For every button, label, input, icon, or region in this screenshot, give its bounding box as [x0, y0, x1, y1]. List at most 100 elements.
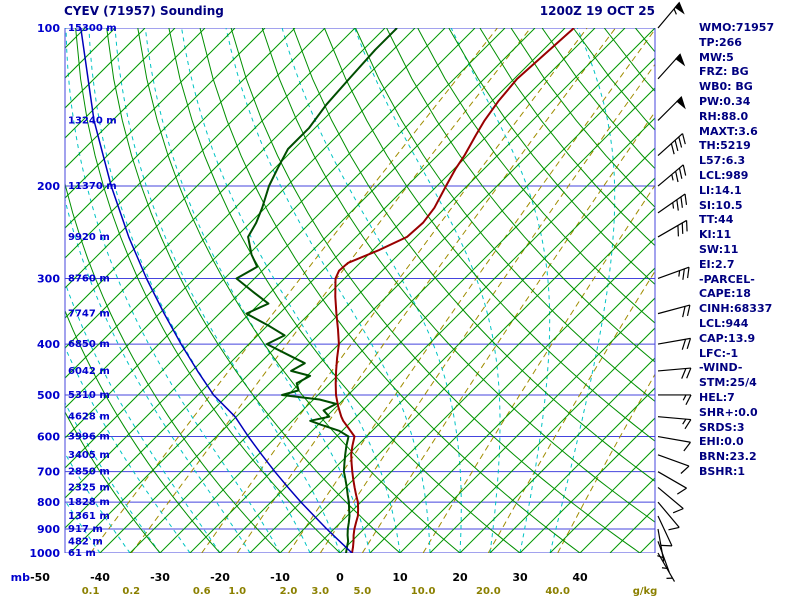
pressure-unit-label: mb: [11, 571, 30, 584]
mixing-ratio-label: 10.0: [411, 586, 436, 597]
mixing-ratio-label: 0.6: [193, 586, 211, 597]
dry-adiabat-line: [168, 28, 521, 553]
isotherm-line: [189, 87, 655, 553]
index-line: FRZ: BG: [699, 65, 749, 79]
isotherm-line: [65, 28, 176, 139]
background-grid: [65, 28, 655, 553]
dry-adiabat-line: [65, 410, 161, 553]
index-line: TT:44: [699, 213, 734, 227]
wind-barb: [657, 367, 692, 379]
wind-barb: [657, 95, 686, 121]
temp-axis-label: 20: [452, 571, 468, 584]
mixing-ratio-label: 5.0: [353, 586, 371, 597]
pressure-label: 300: [37, 272, 60, 285]
mixing-ratio-line: [90, 28, 498, 553]
index-line: PW:0.34: [699, 94, 751, 108]
isotherm-line: [65, 28, 506, 469]
height-label: 3405 m: [68, 450, 110, 461]
height-label: 7747 m: [68, 309, 110, 320]
moist-adiabat-line: [65, 401, 161, 553]
wind-barb: [657, 454, 690, 474]
profile-traces: [80, 28, 575, 553]
index-line: L57:6.3: [699, 154, 746, 168]
index-line: WMO:71957: [699, 21, 775, 34]
temp-axis-label: -10: [270, 571, 290, 584]
isotherm-line: [369, 267, 655, 553]
height-label: 2325 m: [68, 482, 110, 493]
wind-barb: [657, 266, 690, 280]
moist-adiabat-line: [65, 197, 251, 553]
index-line: EI:2.7: [699, 257, 735, 271]
height-label: 13240 m: [68, 115, 117, 126]
wind-barb: [657, 501, 680, 531]
dry-adiabat-line: [199, 28, 581, 553]
isotherm-line: [219, 117, 655, 553]
wind-barb: [657, 416, 692, 430]
isotherm-line: [65, 28, 566, 529]
isotherm-line: [65, 28, 266, 229]
moist-adiabat-line: [181, 28, 401, 553]
isotherm-line: [65, 28, 386, 349]
temperature-trace: [334, 28, 575, 553]
indices-panel: WMO:71957 TP:266 MW:5 FRZ: BG WB0: BG PW:0.34…: [699, 21, 774, 480]
pressure-label: 500: [37, 389, 60, 402]
index-line: HEL:7: [699, 390, 735, 404]
index-line: -PARCEL-: [699, 272, 755, 286]
plot-frame: [64, 28, 656, 553]
isotherm-line: [65, 28, 206, 169]
wind-barb: [657, 471, 687, 495]
index-line: SI:10.5: [699, 198, 743, 212]
wind-barb: [657, 133, 686, 157]
dry-adiabat-line: [479, 28, 655, 247]
wind-barb: [657, 1, 685, 29]
mixing-ratio-line: [201, 28, 588, 553]
isotherm-line: [249, 147, 655, 553]
moist-adiabat-line: [65, 346, 191, 553]
dry-adiabat-line: [386, 28, 655, 363]
wind-barb: [657, 193, 688, 214]
temp-axis-label: -30: [150, 571, 170, 584]
height-label: 8760 m: [68, 273, 110, 284]
index-line: LFC:-1: [699, 346, 739, 360]
isotherm-line: [65, 28, 236, 199]
mixing-ratio-line: [319, 63, 655, 553]
isotherm-line: [399, 297, 655, 553]
isotherm-line: [339, 237, 655, 553]
dry-adiabat-line: [106, 28, 401, 553]
dry-adiabat-line: [230, 28, 641, 553]
isotherm-line: [99, 28, 626, 553]
isotherm-line: [129, 28, 655, 553]
dry-adiabat-line: [137, 28, 461, 553]
height-label: 15300 m: [68, 23, 117, 34]
temp-axis-label: 10: [392, 571, 408, 584]
pressure-label: 1000: [29, 547, 60, 560]
index-line: RH:88.0: [699, 109, 749, 123]
temp-axis-label: 0: [336, 571, 344, 584]
isotherm-line: [309, 207, 655, 553]
wind-barb: [657, 541, 670, 573]
dry-adiabat-line: [355, 28, 655, 403]
moist-adiabat-line: [88, 28, 311, 553]
mixing-ratio-line: [130, 28, 531, 553]
index-line: MW:5: [699, 50, 734, 64]
wind-barb: [657, 528, 665, 562]
height-label: 1828 m: [68, 497, 110, 508]
isotherm-line: [65, 28, 476, 439]
index-line: STM:25/4: [699, 376, 757, 390]
height-label: 9920 m: [68, 232, 110, 243]
isotherm-line: [65, 28, 296, 259]
temp-axis-label: -20: [210, 571, 230, 584]
height-label: 6042 m: [68, 366, 110, 377]
index-line: CINH:68337: [699, 302, 773, 316]
index-line: SRDS:3: [699, 420, 745, 434]
pressure-label: 600: [37, 431, 60, 444]
height-label: 5310 m: [68, 390, 110, 401]
wind-barb: [657, 486, 684, 514]
dry-adiabat-line: [65, 181, 281, 553]
wind-barb: [657, 53, 686, 80]
isotherm-line: [69, 28, 596, 553]
temp-axis-label: -50: [30, 571, 50, 584]
moist-adiabat-line: [549, 28, 616, 553]
isotherm-line: [65, 28, 356, 319]
